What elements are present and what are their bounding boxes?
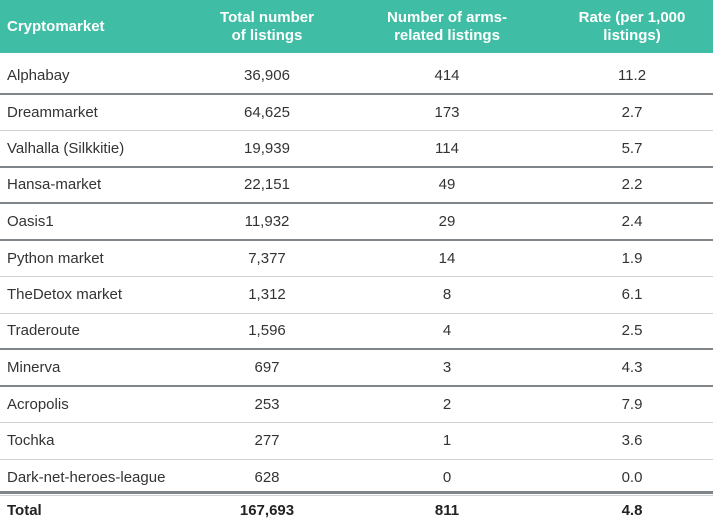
market-name: Python market (7, 249, 104, 267)
total-listings-value: 36,906 (244, 66, 290, 84)
table-row: Hansa-market 22,151 49 2.2 (0, 168, 713, 204)
table-row: Valhalla (Silkkitie) 19,939 114 5.7 (0, 131, 713, 168)
market-name: Dreammarket (7, 103, 98, 121)
rate-value: 2.7 (621, 103, 643, 121)
total-listings-value: 253 (254, 395, 280, 413)
rate-value: 2.2 (621, 176, 643, 194)
arms-listings-value: 173 (434, 103, 460, 121)
arms-listings-value: 4 (442, 322, 452, 340)
rate-value: 3.6 (621, 432, 643, 450)
header-label-line2: of listings (231, 26, 303, 44)
table-row: Alphabay 36,906 414 11.2 (0, 58, 713, 95)
table-row: Dark-net-heroes-league 628 0 0.0 (0, 460, 713, 496)
table-body: Alphabay 36,906 414 11.2 Dreammarket 64,625 17… (0, 58, 713, 496)
total-listings-value: 1,596 (248, 322, 286, 340)
arms-listings-value: 1 (442, 432, 452, 450)
market-name: Alphabay (7, 66, 70, 84)
header-label-line2: related listings (394, 26, 500, 44)
table-row: TheDetox market 1,312 8 6.1 (0, 277, 713, 314)
market-name: Acropolis (7, 395, 69, 413)
header-label-line1: Total number (220, 8, 314, 26)
total-listings-value: 697 (254, 358, 280, 376)
market-name: Tochka (7, 432, 55, 450)
header-total-listings: Total number of listings (197, 0, 337, 53)
total-divider (0, 491, 713, 494)
market-name: Dark-net-heroes-league (7, 468, 166, 486)
arms-listings-value: 0 (442, 468, 452, 486)
header-label-line2: listings) (603, 26, 661, 44)
arms-listings-value: 29 (438, 212, 456, 230)
rate-value: 6.1 (621, 286, 643, 304)
table-row: Minerva 697 3 4.3 (0, 350, 713, 387)
total-listings-value: 7,377 (248, 249, 286, 267)
header-label-line1: Rate (per 1,000 (578, 8, 686, 26)
arms-listings-value: 114 (435, 139, 459, 157)
market-name: Hansa-market (7, 176, 102, 194)
total-listings-value: 167,693 (239, 502, 295, 519)
market-name: Minerva (7, 358, 61, 376)
market-name: Traderoute (7, 322, 80, 340)
market-name: Oasis1 (7, 212, 54, 230)
arms-listings-value: 49 (438, 176, 456, 194)
arms-listings-value: 2 (442, 395, 452, 413)
header-cryptomarket: Cryptomarket (7, 0, 197, 53)
arms-listings-value: 8 (442, 286, 452, 304)
rate-value: 2.4 (621, 212, 643, 230)
table-total-row: Total 167,693 811 4.8 (0, 498, 713, 523)
total-listings-value: 628 (254, 468, 280, 486)
rate-value: 5.7 (621, 139, 643, 157)
total-listings-value: 22,151 (244, 176, 290, 194)
header-label: Cryptomarket (7, 17, 105, 35)
rate-value: 1.9 (621, 249, 643, 267)
header-arms-listings: Number of arms- related listings (357, 0, 537, 53)
header-label-line1: Number of arms- (386, 8, 508, 26)
table-header: Cryptomarket Total number of listings Nu… (0, 0, 713, 53)
table-row: Tochka 277 1 3.6 (0, 423, 713, 460)
total-listings-value: 64,625 (244, 103, 290, 121)
total-label: Total (7, 502, 42, 519)
arms-listings-value: 414 (434, 66, 460, 84)
total-listings-value: 19,939 (244, 139, 290, 157)
arms-listings-value: 14 (438, 249, 456, 267)
total-listings-value: 11,932 (244, 212, 290, 230)
market-name: TheDetox market (7, 286, 123, 304)
rate-value: 2.5 (621, 322, 643, 340)
total-arms-value: 811 (434, 502, 460, 519)
arms-listings-value: 3 (442, 358, 452, 376)
total-listings-value: 277 (254, 432, 280, 450)
rate-value: 4.3 (621, 358, 643, 376)
rate-value: 11.2 (617, 66, 647, 84)
rate-value: 0.0 (621, 468, 643, 486)
header-rate: Rate (per 1,000 listings) (552, 0, 712, 53)
market-name: Valhalla (Silkkitie) (7, 139, 125, 157)
total-listings-value: 1,312 (248, 286, 286, 304)
table-row: Oasis1 11,932 29 2.4 (0, 204, 713, 241)
table-row: Python market 7,377 14 1.9 (0, 241, 713, 277)
table-row: Dreammarket 64,625 173 2.7 (0, 95, 713, 131)
table-row: Traderoute 1,596 4 2.5 (0, 314, 713, 350)
rate-value: 7.9 (621, 395, 643, 413)
table-row: Acropolis 253 2 7.9 (0, 387, 713, 423)
total-rate-value: 4.8 (621, 502, 643, 519)
